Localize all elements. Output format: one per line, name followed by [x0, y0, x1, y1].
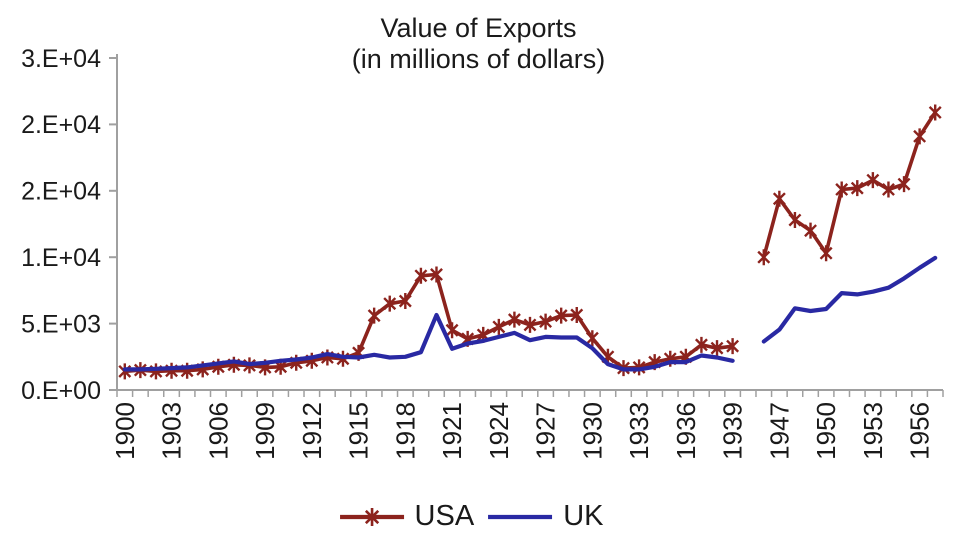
legend-item-usa: USA	[338, 500, 475, 533]
y-tick-label: 5.E+03	[21, 310, 101, 338]
x-tick-label: 1939	[718, 402, 748, 460]
x-tick-label: 1947	[764, 402, 794, 460]
chart-title-line2: (in millions of dollars)	[351, 44, 606, 74]
y-tick-label: 3.E+04	[21, 45, 101, 73]
x-tick-label: 1918	[390, 402, 420, 460]
x-tick-label: 1900	[110, 402, 140, 460]
chart-title: Value of Exports (in millions of dollars…	[0, 13, 957, 75]
x-tick-label: 1915	[344, 402, 374, 460]
y-tick-label: 1.E+04	[21, 244, 101, 272]
legend-label-uk: UK	[563, 500, 604, 532]
x-tick-label: 1912	[297, 402, 327, 460]
x-tick-label: 1924	[484, 402, 514, 460]
y-tick-label: 2.E+04	[21, 111, 101, 139]
y-tick-label: 2.E+04	[21, 178, 101, 206]
uk-series-swatch	[488, 514, 553, 519]
x-tick-label: 1950	[811, 402, 841, 460]
x-tick-label: 1933	[624, 402, 654, 460]
series-line-uk	[122, 255, 938, 372]
legend-label-usa: USA	[414, 500, 475, 532]
x-tick-label: 1927	[531, 402, 561, 460]
x-tick-label: 1903	[157, 402, 187, 460]
x-tick-label: 1921	[437, 402, 467, 460]
x-tick-label: 1936	[671, 402, 701, 460]
x-tick-label: 1930	[577, 402, 607, 460]
x-tick-label: 1953	[858, 402, 888, 460]
x-tick-label: 1956	[905, 402, 935, 460]
usa-series-swatch	[339, 507, 404, 526]
y-tick-label: 0.E+00	[21, 377, 101, 405]
chart-title-line1: Value of Exports	[380, 13, 577, 43]
x-tick-label: 1906	[203, 402, 233, 460]
legend-item-uk: UK	[486, 500, 603, 533]
x-tick-label: 1909	[250, 402, 280, 460]
legend: USA UK	[338, 500, 603, 533]
legend-star-marker-icon	[364, 507, 379, 526]
